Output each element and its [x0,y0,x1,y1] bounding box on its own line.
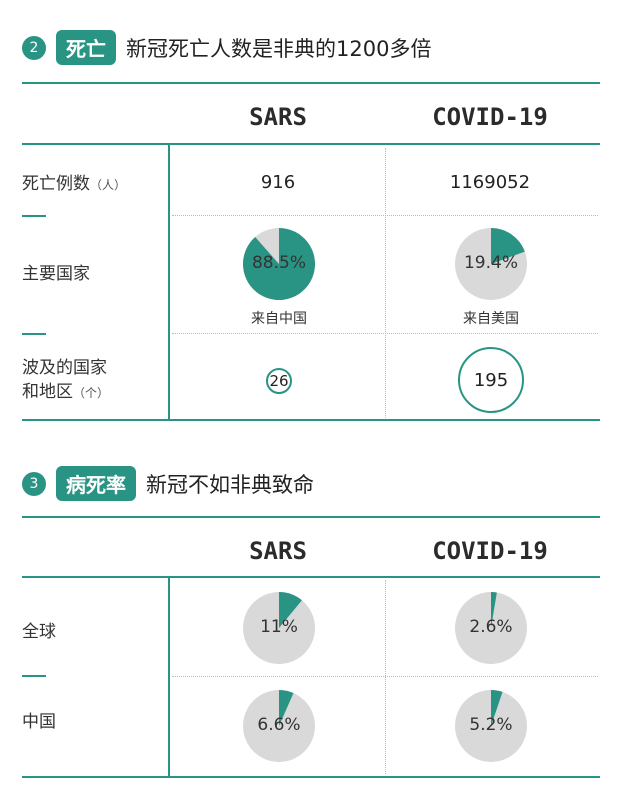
table-top-rule [22,516,600,518]
table-bottom-rule [22,776,600,778]
section-3-header: 3 病死率 新冠不如非典致命 [22,466,314,501]
covid-us-share-label: 19.4% [463,253,518,273]
covid-countries-value: 195 [473,369,509,391]
sars-main-country-caption: 来自中国 [251,311,307,327]
row-dash [22,215,46,217]
pie-slice [243,228,315,300]
covid-global-fatality-pie [455,592,527,664]
section-title: 新冠不如非典致命 [146,472,314,497]
row-label-countries: 波及的国家 和地区（个） [22,358,110,402]
section-number-badge: 3 [22,471,46,496]
covid-deaths-value: 1169052 [449,172,531,193]
row-divider [172,333,598,334]
pie-slice [491,592,497,628]
column-header-sars: SARS [249,537,307,565]
label-column-divider [168,578,170,776]
section-title: 新冠死亡人数是非典的1200多倍 [126,36,432,61]
section-tag: 病死率 [56,466,136,501]
pie-slice [279,592,302,628]
column-header-covid: COVID-19 [432,103,548,131]
section-number-badge: 2 [22,35,46,60]
row-label-main-country: 主要国家 [22,264,90,284]
header-rule [22,143,600,145]
sars-global-fatality-label: 11% [260,617,298,637]
sars-deaths-value: 916 [260,172,296,193]
sars-china-fatality-label: 6.6% [257,715,301,735]
pie-slice [491,228,525,264]
pie-slice [491,690,503,726]
row-divider [172,676,598,677]
label-column-divider [168,145,170,420]
covid-china-fatality-label: 5.2% [469,715,513,735]
row-label-global: 全球 [22,622,56,642]
covid-us-share-pie [455,228,527,300]
row-label-deaths: 死亡例数（人） [22,174,127,194]
column-header-covid: COVID-19 [432,537,548,565]
row-divider [172,215,598,216]
section-2-header: 2 死亡 新冠死亡人数是非典的1200多倍 [22,30,431,65]
section-tag: 死亡 [56,30,116,65]
column-header-sars: SARS [249,103,307,131]
row-dash [22,675,46,677]
covid-global-fatality-label: 2.6% [469,617,513,637]
sars-global-fatality-pie [243,592,315,664]
sars-china-share-pie [243,228,315,300]
covid-countries-circle: 195 [458,347,524,413]
column-divider [385,148,386,418]
sars-china-share-label: 88.5% [251,253,306,273]
column-divider [385,580,386,774]
row-label-china: 中国 [22,712,56,732]
covid-china-fatality-pie [455,690,527,762]
pie-slice [279,690,294,726]
sars-china-fatality-pie [243,690,315,762]
row-dash [22,333,46,335]
table-top-rule [22,82,600,84]
sars-countries-circle: 26 [266,368,292,394]
header-rule [22,576,600,578]
covid-main-country-caption: 来自美国 [463,311,519,327]
sars-countries-value: 26 [269,372,289,390]
table-bottom-rule [22,419,600,421]
